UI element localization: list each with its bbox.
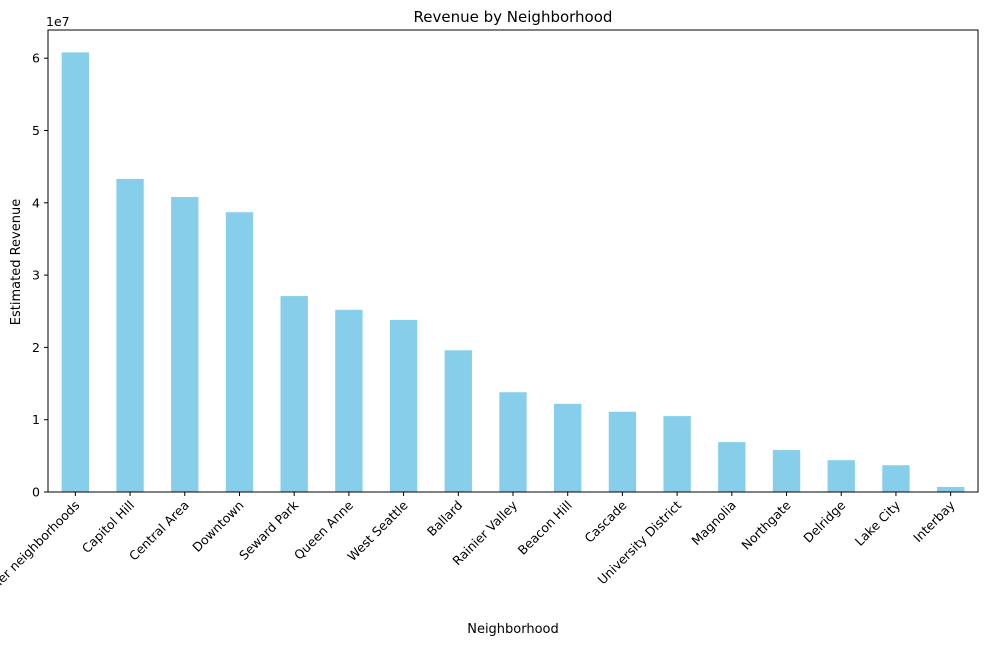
bar-northgate [772,450,801,492]
bar-rainier-valley [499,392,527,492]
x-tick-label: Ballard [424,498,466,540]
x-tick-label: Interbay [910,497,958,545]
y-axis-title: Estimated Revenue [9,199,24,325]
y-offset-label: 1e7 [46,14,70,29]
bar-capitol-hill [116,178,144,492]
bar-seward-park [280,296,308,492]
x-tick-label: Lake City [852,497,904,549]
x-axis-title: Neighborhood [467,622,559,637]
bar-downtown [225,212,254,492]
bar-university-district [663,416,691,492]
x-tick-label: Delridge [800,497,848,545]
bar-delridge [827,460,855,492]
bar-other-neighborhoods [61,52,90,492]
y-tick-label: 2 [32,340,40,355]
bar-cascade [608,411,637,492]
y-tick-label: 0 [32,485,40,500]
x-tick-label: Beacon Hill [515,498,575,558]
x-tick-label: Other neighborhoods [0,498,82,602]
x-tick-label: Capitol Hill [79,498,137,556]
bars-group [61,52,965,492]
chart-title: Revenue by Neighborhood [414,8,613,26]
x-tick-label: Northgate [738,497,793,552]
x-tick-label: Magnolia [688,498,739,549]
y-tick-label: 1 [32,412,40,427]
bar-central-area [171,197,199,492]
y-tick-label: 5 [32,123,40,138]
y-tick-label: 4 [32,195,40,210]
y-ticks-group: 0 1 2 3 4 5 6 [32,51,48,500]
y-tick-label: 3 [32,268,40,283]
x-tick-label: Downtown [189,498,246,555]
bar-magnolia [718,442,746,492]
bar-west-seattle [389,319,418,492]
bar-lake-city [882,465,910,492]
x-tick-label: Cascade [581,497,629,545]
bar-beacon-hill [554,403,582,492]
bar-interbay [936,486,965,492]
bar-queen-anne [335,309,363,492]
y-tick-label: 6 [32,51,40,66]
bar-ballard [444,350,472,492]
